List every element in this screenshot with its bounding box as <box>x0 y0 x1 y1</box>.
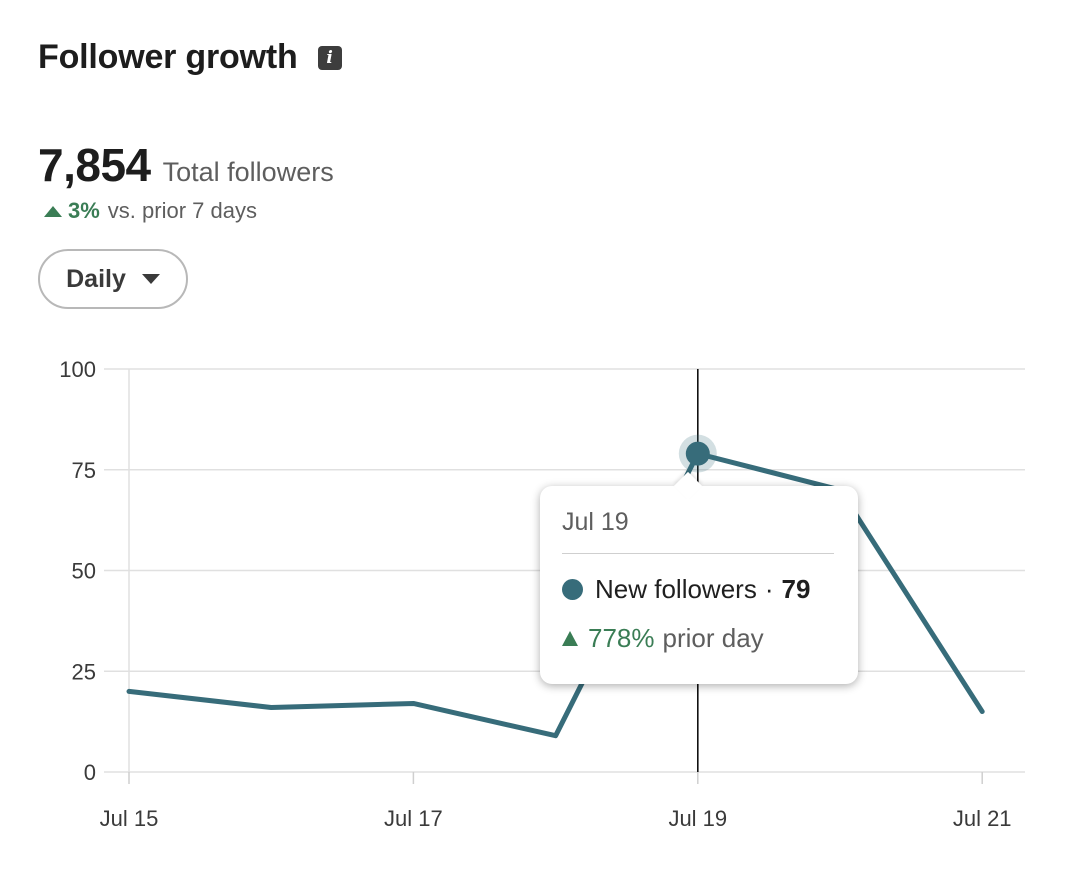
total-followers-value: 7,854 <box>38 139 151 191</box>
total-followers: 7,854 Total followers <box>38 138 334 192</box>
change-indicator: 3% vs. prior 7 days <box>44 198 257 224</box>
y-tick-label: 50 <box>72 559 96 584</box>
tooltip-change-percent: 778% <box>588 623 655 653</box>
y-tick-label: 0 <box>84 760 96 785</box>
period-dropdown-label: Daily <box>66 264 126 293</box>
tooltip-series-name: New followers <box>595 574 757 604</box>
x-tick-label: Jul 21 <box>953 806 1012 831</box>
tooltip-divider <box>562 553 834 554</box>
tooltip-change-text: prior day <box>662 623 764 653</box>
series-dot-icon <box>562 579 583 600</box>
y-tick-label: 75 <box>72 458 96 483</box>
change-percent: 3% <box>68 198 100 223</box>
period-dropdown[interactable]: Daily <box>38 249 188 309</box>
x-tick-label: Jul 15 <box>100 806 159 831</box>
info-icon[interactable]: i <box>317 45 342 70</box>
x-tick-label: Jul 17 <box>384 806 443 831</box>
tooltip-separator: · <box>764 574 774 604</box>
y-tick-label: 25 <box>72 659 96 684</box>
change-text: vs. prior 7 days <box>107 198 257 223</box>
data-point-highlight[interactable] <box>685 441 710 466</box>
tooltip-date: Jul 19 <box>562 508 629 536</box>
tooltip-series: New followers · 79 <box>562 574 834 605</box>
caret-down-icon <box>141 274 160 284</box>
title-row: Follower growth i <box>38 38 342 77</box>
y-tick-label: 100 <box>59 357 96 382</box>
chart-tooltip: Jul 19 New followers · 79 778% prior day <box>540 471 858 684</box>
arrow-up-icon <box>44 205 62 217</box>
x-tick-label: Jul 19 <box>668 806 727 831</box>
tooltip-change: 778% prior day <box>562 623 834 654</box>
total-followers-label: Total followers <box>162 157 334 187</box>
tooltip-value: 79 <box>781 574 811 604</box>
arrow-up-icon <box>562 631 578 646</box>
page-title: Follower growth <box>38 38 298 76</box>
